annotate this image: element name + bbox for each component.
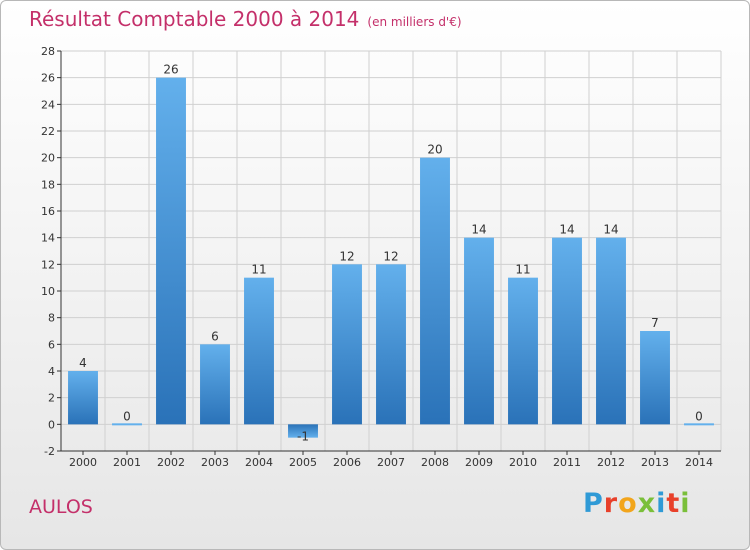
y-tick-label: 26	[41, 72, 55, 85]
y-tick-label: 8	[48, 312, 55, 325]
labels: -202468101214161820222426284200002001262…	[41, 45, 713, 469]
bar	[112, 423, 142, 426]
x-tick-label: 2004	[245, 456, 273, 469]
data-label: 4	[79, 356, 87, 370]
x-tick-label: 2014	[685, 456, 713, 469]
y-tick-label: 20	[41, 152, 55, 165]
logo-letter: x	[637, 488, 657, 519]
x-tick-label: 2001	[113, 456, 141, 469]
y-tick-label: 12	[41, 258, 55, 271]
x-tick-label: 2013	[641, 456, 669, 469]
data-label: 6	[211, 329, 219, 343]
data-label: 26	[163, 63, 178, 77]
data-label: 0	[695, 409, 703, 423]
x-tick-label: 2012	[597, 456, 625, 469]
bar	[68, 371, 98, 425]
y-tick-label: 4	[48, 365, 55, 378]
bar	[596, 237, 626, 425]
bar	[640, 331, 670, 425]
bar	[332, 264, 362, 425]
logo-letter: i	[680, 488, 691, 519]
data-label: -1	[297, 430, 309, 444]
y-tick-label: 28	[41, 45, 55, 58]
chart-title: Résultat Comptable 2000 à 2014 (en millie…	[29, 7, 462, 31]
data-label: 11	[251, 263, 266, 277]
x-tick-label: 2000	[69, 456, 97, 469]
chart-title-text: Résultat Comptable 2000 à 2014	[29, 7, 360, 31]
logo-letter: P	[583, 488, 604, 519]
x-tick-label: 2002	[157, 456, 185, 469]
data-label: 14	[559, 223, 574, 237]
y-tick-label: 24	[41, 98, 55, 111]
bar	[552, 237, 582, 425]
logo-letter: r	[603, 488, 619, 519]
y-tick-label: 14	[41, 232, 55, 245]
x-tick-label: 2006	[333, 456, 361, 469]
y-tick-label: 2	[48, 392, 55, 405]
bar	[684, 423, 714, 426]
bar	[420, 157, 450, 425]
x-tick-label: 2008	[421, 456, 449, 469]
data-label: 7	[651, 316, 659, 330]
data-label: 0	[123, 409, 131, 423]
x-tick-label: 2003	[201, 456, 229, 469]
data-label: 11	[515, 263, 530, 277]
y-tick-label: 6	[48, 338, 55, 351]
bar	[244, 277, 274, 425]
bar	[200, 344, 230, 425]
logo-letter: i	[656, 488, 667, 519]
data-label: 14	[603, 223, 618, 237]
x-tick-label: 2010	[509, 456, 537, 469]
y-tick-label: 0	[48, 418, 55, 431]
bar	[464, 237, 494, 425]
y-tick-label: 16	[41, 205, 55, 218]
x-tick-label: 2011	[553, 456, 581, 469]
bar	[376, 264, 406, 425]
bar	[156, 77, 186, 425]
y-tick-label: 18	[41, 178, 55, 191]
data-label: 14	[471, 223, 486, 237]
data-label: 20	[427, 143, 442, 157]
data-label: 12	[383, 249, 398, 263]
proxiti-logo[interactable]: Proxiti	[583, 488, 691, 519]
bar	[508, 277, 538, 425]
logo-letter: t	[666, 488, 681, 519]
x-tick-label: 2009	[465, 456, 493, 469]
y-tick-label: 10	[41, 285, 55, 298]
bars	[68, 77, 714, 438]
x-tick-label: 2005	[289, 456, 317, 469]
data-label: 12	[339, 249, 354, 263]
axes	[57, 50, 721, 455]
y-tick-label: 22	[41, 125, 55, 138]
x-tick-label: 2007	[377, 456, 405, 469]
chart-subtitle: (en milliers d'€)	[367, 15, 462, 29]
y-tick-label: -2	[44, 445, 55, 458]
logo-letter: o	[618, 488, 638, 519]
commune-name: AULOS	[29, 496, 93, 518]
bar	[288, 424, 318, 438]
